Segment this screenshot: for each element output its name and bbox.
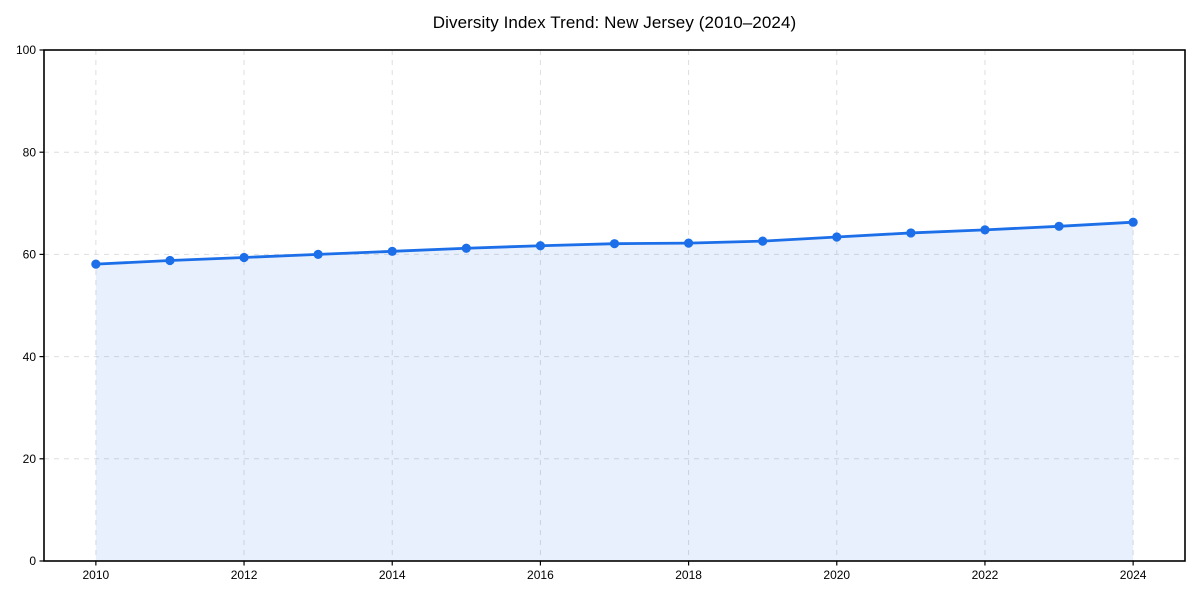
chart-title: Diversity Index Trend: New Jersey (2010–… bbox=[432, 13, 797, 32]
x-tick-label: 2020 bbox=[823, 568, 850, 582]
data-point-2023 bbox=[1054, 221, 1064, 231]
x-tick-label: 2022 bbox=[972, 568, 999, 582]
y-tick-label: 80 bbox=[23, 145, 37, 159]
x-tick-label: 2024 bbox=[1120, 568, 1147, 582]
data-point-2014 bbox=[387, 246, 397, 256]
data-point-2015 bbox=[461, 243, 471, 253]
plot-border bbox=[43, 49, 1186, 562]
data-point-2020 bbox=[832, 232, 842, 242]
y-tick-label: 0 bbox=[29, 554, 36, 568]
data-point-2022 bbox=[980, 225, 990, 235]
data-point-2017 bbox=[609, 239, 620, 249]
area-fill bbox=[95, 222, 1134, 561]
y-tick-label: 60 bbox=[23, 248, 37, 262]
x-tick-label: 2014 bbox=[379, 568, 406, 582]
data-point-2010 bbox=[91, 259, 101, 269]
data-point-2012 bbox=[239, 252, 249, 263]
y-tick-label: 100 bbox=[16, 43, 36, 57]
y-tick-label: 40 bbox=[23, 350, 37, 364]
data-point-2024 bbox=[1128, 217, 1138, 227]
x-tick-label: 2016 bbox=[527, 568, 554, 582]
data-point-2019 bbox=[758, 236, 768, 246]
y-tick-label: 20 bbox=[23, 452, 37, 466]
data-point-2011 bbox=[165, 255, 175, 266]
data-point-2021 bbox=[906, 228, 916, 238]
data-point-2018 bbox=[683, 238, 694, 248]
x-tick-label: 2010 bbox=[83, 568, 110, 582]
x-tick-label: 2018 bbox=[675, 568, 702, 582]
data-point-2016 bbox=[535, 241, 546, 251]
x-tick-label: 2012 bbox=[231, 568, 258, 582]
data-point-2013 bbox=[313, 249, 323, 259]
